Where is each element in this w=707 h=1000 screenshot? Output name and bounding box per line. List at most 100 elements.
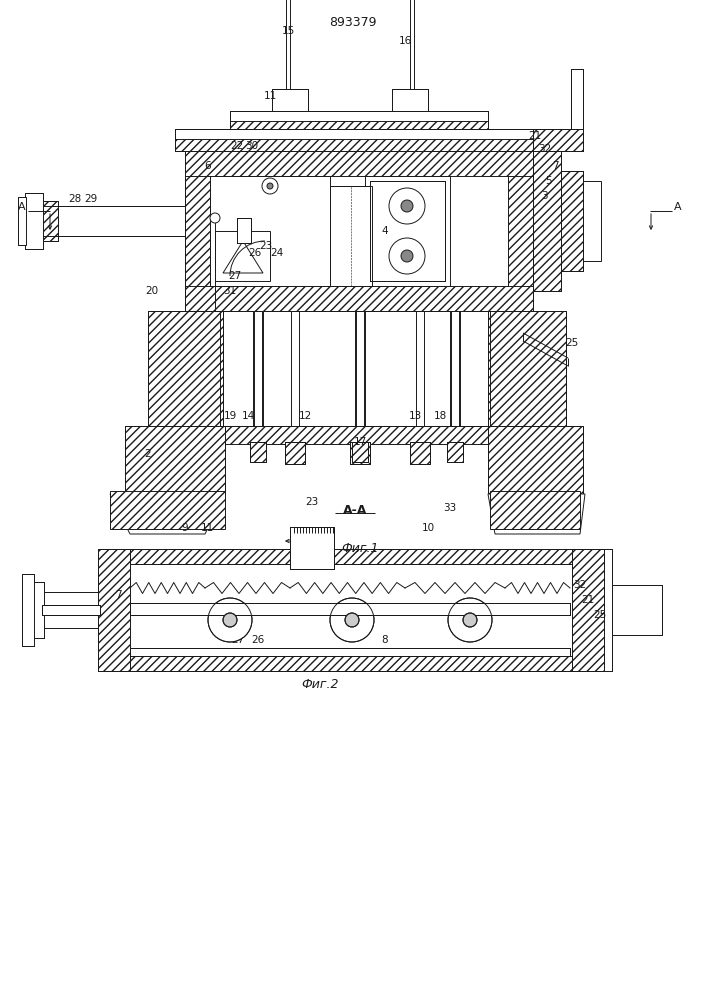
Bar [410, 442, 430, 464]
Bar [98, 549, 130, 671]
Bar [130, 648, 570, 656]
Text: 24: 24 [270, 248, 284, 258]
Bar [32, 582, 44, 638]
Bar [22, 574, 34, 646]
Circle shape [330, 598, 374, 642]
Bar [604, 549, 612, 671]
Bar [42, 592, 98, 628]
Bar [488, 426, 583, 494]
Bar [292, 551, 332, 567]
Bar [604, 549, 612, 671]
Bar [450, 311, 460, 426]
Bar [612, 585, 662, 635]
Bar [32, 582, 44, 638]
Text: 3: 3 [541, 191, 547, 201]
Circle shape [401, 200, 413, 212]
Text: 33: 33 [443, 503, 457, 513]
Bar [561, 171, 583, 271]
Bar [389, 252, 397, 260]
Bar [98, 549, 130, 671]
Bar [370, 181, 445, 281]
Text: 29: 29 [84, 194, 98, 204]
Text: 32: 32 [573, 580, 587, 590]
Bar [110, 491, 225, 529]
Text: 30: 30 [245, 141, 259, 151]
Bar [356, 311, 364, 426]
Text: 28: 28 [69, 194, 81, 204]
Text: 2: 2 [145, 449, 151, 459]
Bar [32, 582, 44, 638]
Bar [222, 612, 238, 628]
Bar [350, 442, 370, 464]
Bar [392, 89, 428, 111]
Text: 25: 25 [593, 610, 607, 620]
Text: 26: 26 [252, 635, 264, 645]
Circle shape [401, 250, 413, 262]
Text: 18: 18 [433, 411, 447, 421]
Bar [185, 151, 533, 311]
Circle shape [463, 613, 477, 627]
Bar [148, 311, 223, 426]
Bar [128, 549, 574, 671]
Text: 13: 13 [409, 411, 421, 421]
Circle shape [208, 598, 252, 642]
Polygon shape [215, 231, 270, 281]
Bar [210, 176, 330, 286]
Bar [370, 181, 445, 281]
Bar [533, 151, 561, 291]
Text: 23: 23 [305, 497, 319, 507]
Text: Фиг.1: Фиг.1 [341, 542, 379, 556]
Bar [392, 89, 428, 111]
Text: 23: 23 [259, 241, 273, 251]
Text: 9: 9 [182, 523, 188, 533]
Bar [417, 202, 425, 210]
Bar [272, 89, 308, 111]
Text: 12: 12 [298, 411, 312, 421]
Bar [355, 311, 365, 426]
Bar [250, 442, 266, 462]
Bar [344, 612, 360, 628]
Circle shape [210, 213, 220, 223]
Bar [292, 533, 332, 549]
Bar [488, 311, 566, 426]
Bar [447, 442, 463, 462]
Bar [250, 442, 266, 462]
Circle shape [262, 178, 278, 194]
Bar [22, 574, 34, 646]
Bar [533, 129, 583, 151]
Bar [130, 609, 570, 615]
Text: 31: 31 [223, 286, 237, 296]
Text: 21: 21 [528, 131, 542, 141]
Text: 27: 27 [231, 635, 245, 645]
Bar [22, 574, 34, 646]
Bar [42, 605, 100, 615]
Bar [254, 311, 262, 426]
Bar [40, 206, 185, 236]
Text: 893379: 893379 [329, 15, 377, 28]
Bar [18, 197, 26, 245]
Text: 27: 27 [228, 271, 242, 281]
Text: 16: 16 [398, 36, 411, 46]
Bar [330, 186, 372, 286]
Polygon shape [488, 494, 585, 534]
Bar [175, 129, 543, 151]
Text: 10: 10 [421, 523, 435, 533]
Bar [490, 491, 580, 529]
Bar [128, 549, 574, 564]
Bar [572, 549, 604, 671]
Text: 17: 17 [354, 437, 367, 447]
Text: 26: 26 [248, 248, 262, 258]
Polygon shape [110, 494, 225, 534]
Bar [175, 129, 543, 151]
Text: 7: 7 [115, 590, 122, 600]
Text: 14: 14 [241, 411, 255, 421]
Bar [130, 603, 570, 615]
Bar [128, 549, 574, 564]
Text: А: А [18, 202, 26, 212]
Text: 5: 5 [546, 176, 552, 186]
Bar [612, 585, 662, 635]
Text: 20: 20 [146, 286, 158, 296]
Bar [237, 218, 251, 243]
Bar [533, 129, 583, 151]
Bar [148, 426, 566, 444]
